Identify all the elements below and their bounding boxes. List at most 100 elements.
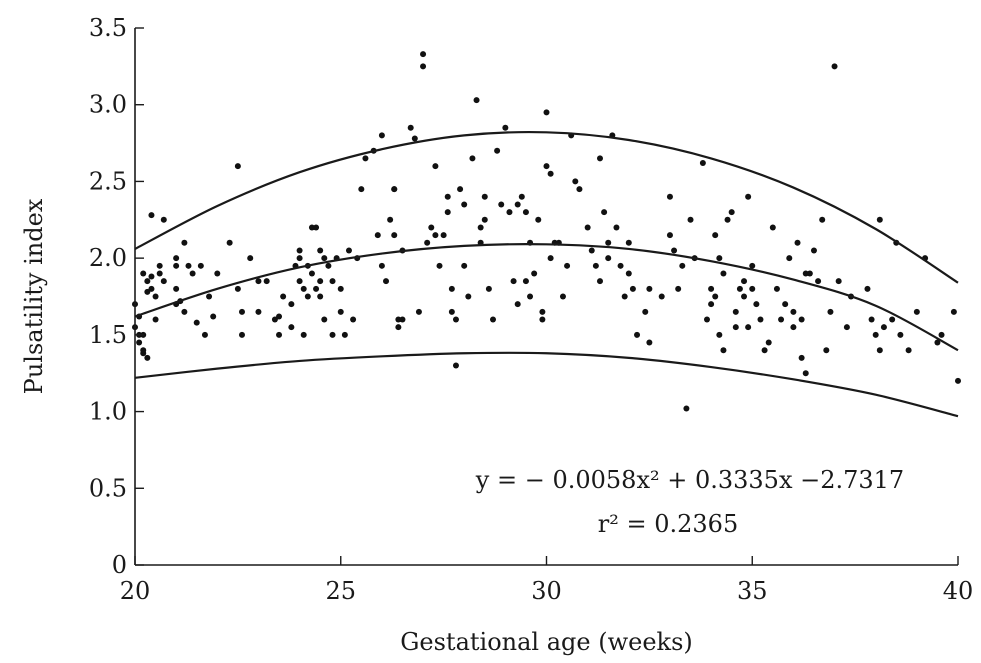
data-point <box>699 160 706 167</box>
data-point <box>321 255 328 262</box>
data-point <box>481 216 488 223</box>
data-point <box>444 209 451 216</box>
data-point <box>794 239 801 246</box>
data-point <box>160 216 167 223</box>
y-axis-label: Pulsatility index <box>20 198 48 394</box>
data-point <box>432 232 439 239</box>
data-point <box>148 285 155 292</box>
data-point <box>498 201 505 208</box>
x-tick-label: 35 <box>737 577 768 605</box>
data-point <box>773 285 780 292</box>
x-tick-label: 25 <box>325 577 356 605</box>
data-point <box>444 193 451 200</box>
data-point <box>564 262 571 269</box>
data-point <box>790 324 797 331</box>
data-point <box>658 293 665 300</box>
data-point <box>448 285 455 292</box>
data-point <box>308 224 315 231</box>
data-point <box>144 288 151 295</box>
data-point <box>395 324 402 331</box>
data-point <box>140 270 147 277</box>
data-point <box>411 135 418 142</box>
r-squared-label: r² = 0.2365 <box>598 510 738 538</box>
data-point <box>675 285 682 292</box>
data-point <box>374 232 381 239</box>
data-point <box>136 339 143 346</box>
data-point <box>634 331 641 338</box>
data-point <box>938 331 945 338</box>
data-point <box>761 347 768 354</box>
data-point <box>786 255 793 262</box>
data-point <box>341 331 348 338</box>
data-point <box>263 278 270 285</box>
data-point <box>679 262 686 269</box>
data-point <box>572 178 579 185</box>
data-point <box>300 285 307 292</box>
data-point <box>193 319 200 326</box>
regression-equation: y = − 0.0058x² + 0.3335x −2.7317 <box>475 466 904 494</box>
data-point <box>337 285 344 292</box>
data-point <box>876 347 883 354</box>
data-point <box>514 201 521 208</box>
data-point <box>741 278 748 285</box>
data-point <box>296 255 303 262</box>
data-point <box>345 247 352 254</box>
data-point <box>432 163 439 170</box>
data-point <box>490 316 497 323</box>
data-point <box>736 285 743 292</box>
data-point <box>831 63 838 70</box>
data-point <box>547 170 554 177</box>
data-point <box>646 339 653 346</box>
data-point <box>420 51 427 58</box>
data-point <box>494 147 501 154</box>
data-point <box>399 316 406 323</box>
data-point <box>152 316 159 323</box>
data-point <box>214 270 221 277</box>
data-point <box>197 262 204 269</box>
data-point <box>753 301 760 308</box>
data-point <box>481 193 488 200</box>
data-point <box>745 193 752 200</box>
data-point <box>806 270 813 277</box>
data-point <box>300 331 307 338</box>
fit-curve <box>134 351 959 418</box>
data-point <box>313 224 320 231</box>
data-point <box>461 262 468 269</box>
data-point <box>819 216 826 223</box>
data-point <box>646 285 653 292</box>
data-point <box>749 262 756 269</box>
data-point <box>288 301 295 308</box>
data-point <box>621 293 628 300</box>
data-point <box>420 63 427 70</box>
data-point <box>387 216 394 223</box>
data-point <box>189 270 196 277</box>
ticks: 20 25 30 35 40 0 0.5 1.0 1.5 2.0 2.5 3.0 3.5 <box>89 14 973 605</box>
data-point <box>308 270 315 277</box>
data-point <box>518 193 525 200</box>
data-point <box>539 316 546 323</box>
data-point <box>782 301 789 308</box>
data-point <box>391 232 398 239</box>
data-point <box>378 262 385 269</box>
y-tick-label: 1.5 <box>89 321 127 349</box>
data-point <box>304 293 311 300</box>
data-point <box>543 109 550 116</box>
data-point <box>321 316 328 323</box>
data-point <box>173 262 180 269</box>
data-point <box>140 347 147 354</box>
data-point <box>712 232 719 239</box>
x-axis-label: Gestational age (weeks) <box>400 628 693 656</box>
data-point <box>703 316 710 323</box>
data-point <box>424 239 431 246</box>
data-point <box>317 247 324 254</box>
x-tick-label: 30 <box>531 577 562 605</box>
data-point <box>313 285 320 292</box>
data-point <box>234 163 241 170</box>
data-point <box>531 270 538 277</box>
data-point <box>617 262 624 269</box>
x-tick-label: 20 <box>120 577 151 605</box>
data-point <box>337 308 344 315</box>
data-point <box>810 247 817 254</box>
data-point <box>255 278 262 285</box>
data-point <box>778 316 785 323</box>
